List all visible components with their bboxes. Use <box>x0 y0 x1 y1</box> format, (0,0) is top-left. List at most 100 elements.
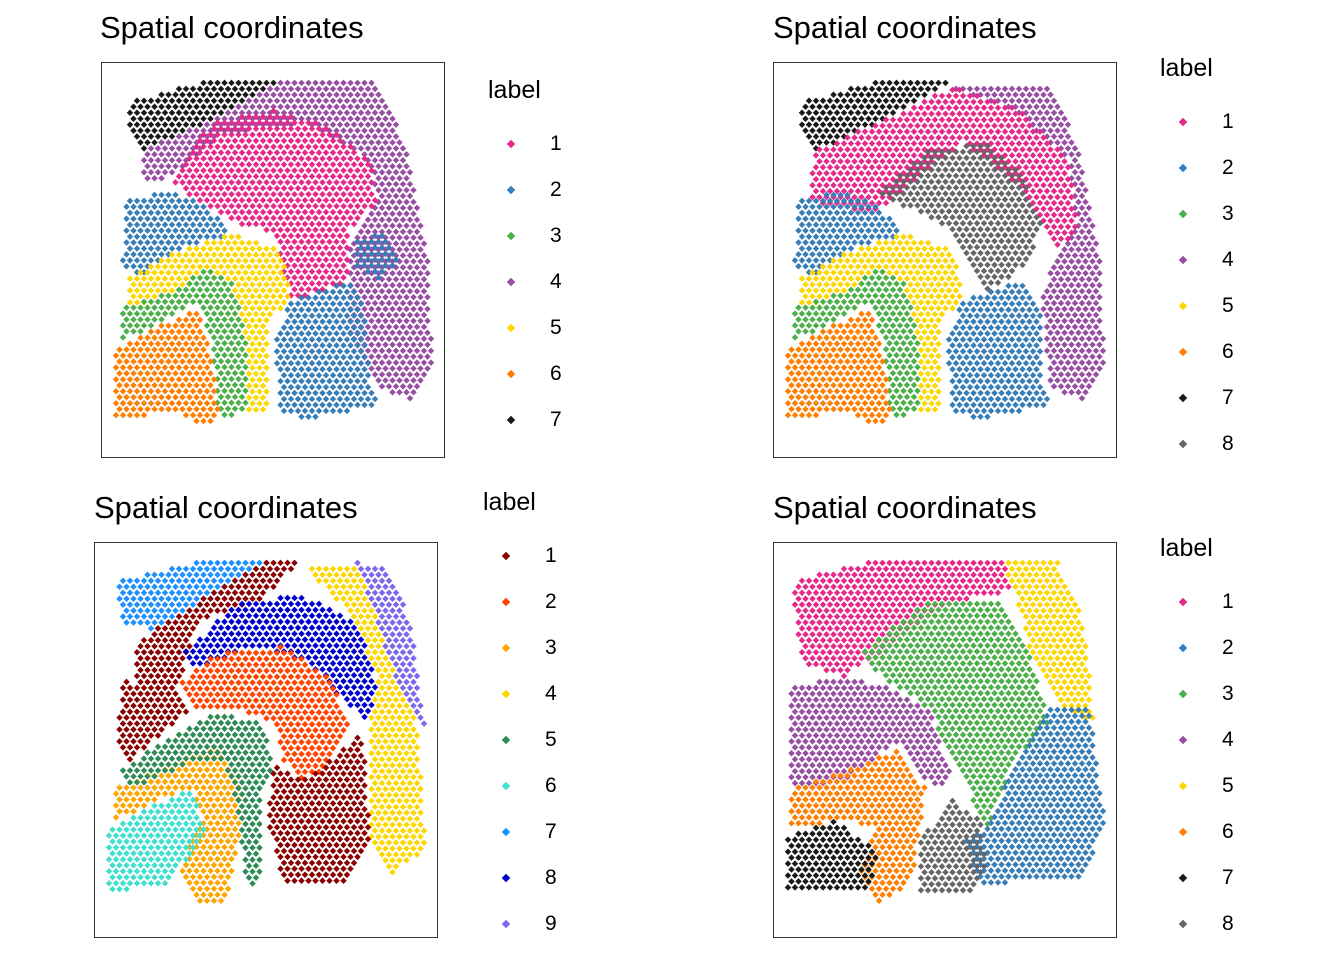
legend: label 1 2 3 4 5 6 7 8 9 <box>483 488 557 936</box>
plot-area <box>94 542 438 938</box>
legend-label: 3 <box>1222 682 1234 705</box>
spot-cluster-8 <box>879 142 1044 292</box>
legend-key <box>501 689 511 699</box>
spot-scatter <box>784 79 1107 425</box>
legend-label: 8 <box>1222 432 1234 455</box>
legend-key <box>1178 209 1188 219</box>
legend-key <box>506 139 516 149</box>
plot-title: Spatial coordinates <box>94 490 358 525</box>
legend-label: 4 <box>1222 728 1234 751</box>
spot-cluster-1 <box>791 559 1012 680</box>
legend-key <box>501 551 511 561</box>
plot-area <box>773 542 1117 938</box>
legend: label 1 2 3 4 5 6 7 8 <box>1160 54 1234 456</box>
legend-key <box>501 919 511 929</box>
legend-key <box>501 873 511 883</box>
legend-key <box>1178 643 1188 653</box>
legend-key <box>1178 163 1188 173</box>
spot-scatter <box>784 559 1107 904</box>
legend-key <box>506 277 516 287</box>
spot-scatter <box>105 559 428 904</box>
legend-label: 5 <box>550 316 562 339</box>
legend-key <box>1178 439 1188 449</box>
legend-key <box>506 323 516 333</box>
legend-key <box>1178 919 1188 929</box>
legend-key <box>1178 873 1188 883</box>
spot-cluster-2 <box>945 282 1051 421</box>
legend-title: label <box>488 76 541 104</box>
legend-label: 4 <box>545 682 557 705</box>
legend-label: 1 <box>1222 110 1234 133</box>
legend-label: 2 <box>550 178 562 201</box>
legend-label: 3 <box>545 636 557 659</box>
legend-key <box>1178 597 1188 607</box>
legend: label 1 2 3 4 5 6 7 <box>488 76 562 432</box>
plot-title: Spatial coordinates <box>773 490 1037 525</box>
legend-key <box>1178 255 1188 265</box>
legend-label: 7 <box>1222 386 1234 409</box>
spot-cluster-3 <box>119 268 249 418</box>
legend-label: 4 <box>550 270 562 293</box>
legend-key <box>1178 827 1188 837</box>
legend-key <box>506 231 516 241</box>
spot-cluster-2 <box>179 643 351 782</box>
legend-key <box>501 597 511 607</box>
legend-label: 5 <box>1222 774 1234 797</box>
legend-key <box>501 735 511 745</box>
legend-label: 2 <box>545 590 557 613</box>
legend-label: 9 <box>545 912 557 935</box>
plot-title: Spatial coordinates <box>773 10 1037 45</box>
legend-label: 8 <box>1222 912 1234 935</box>
spot-cluster-7 <box>126 79 277 152</box>
plot-area <box>101 62 445 458</box>
legend-key <box>1178 393 1188 403</box>
legend-key <box>506 415 516 425</box>
legend-key <box>501 827 511 837</box>
legend-label: 3 <box>550 224 562 247</box>
legend-title: label <box>1160 534 1213 562</box>
spot-cluster-3 <box>112 748 242 904</box>
legend-label: 7 <box>550 408 562 431</box>
legend-label: 1 <box>545 544 557 567</box>
legend-key <box>1178 689 1188 699</box>
legend-key <box>1178 117 1188 127</box>
spot-cluster-7 <box>784 818 879 891</box>
spot-cluster-7 <box>798 79 949 152</box>
legend-label: 5 <box>545 728 557 751</box>
legend-key <box>1178 781 1188 791</box>
spot-cluster-2 <box>273 282 379 421</box>
spot-cluster-2 <box>354 232 400 281</box>
legend-label: 2 <box>1222 636 1234 659</box>
plot-area <box>773 62 1117 458</box>
spot-cluster-5 <box>119 713 274 887</box>
legend-label: 7 <box>545 820 557 843</box>
spot-cluster-2 <box>119 191 228 276</box>
legend-label: 4 <box>1222 248 1234 271</box>
legend: label 1 2 3 4 5 6 7 8 <box>1160 534 1234 936</box>
spot-cluster-1 <box>172 107 379 299</box>
legend-label: 6 <box>1222 340 1234 363</box>
plot-title: Spatial coordinates <box>100 10 364 45</box>
legend-label: 8 <box>545 866 557 889</box>
legend-key <box>506 369 516 379</box>
legend-title: label <box>1160 54 1213 82</box>
legend-key <box>1178 735 1188 745</box>
legend-key <box>506 185 516 195</box>
legend-key <box>501 643 511 653</box>
legend-key <box>501 781 511 791</box>
legend-label: 3 <box>1222 202 1234 225</box>
spot-scatter <box>112 79 435 425</box>
legend-label: 6 <box>550 362 562 385</box>
legend-label: 5 <box>1222 294 1234 317</box>
legend-key <box>1178 301 1188 311</box>
legend-key <box>1178 347 1188 357</box>
legend-label: 1 <box>550 132 562 155</box>
legend-label: 6 <box>1222 820 1234 843</box>
legend-label: 7 <box>1222 866 1234 889</box>
legend-title: label <box>483 488 536 516</box>
spot-cluster-5 <box>126 233 291 413</box>
legend-label: 2 <box>1222 156 1234 179</box>
spot-cluster-1 <box>116 678 190 763</box>
legend-label: 1 <box>1222 590 1234 613</box>
legend-label: 6 <box>545 774 557 797</box>
